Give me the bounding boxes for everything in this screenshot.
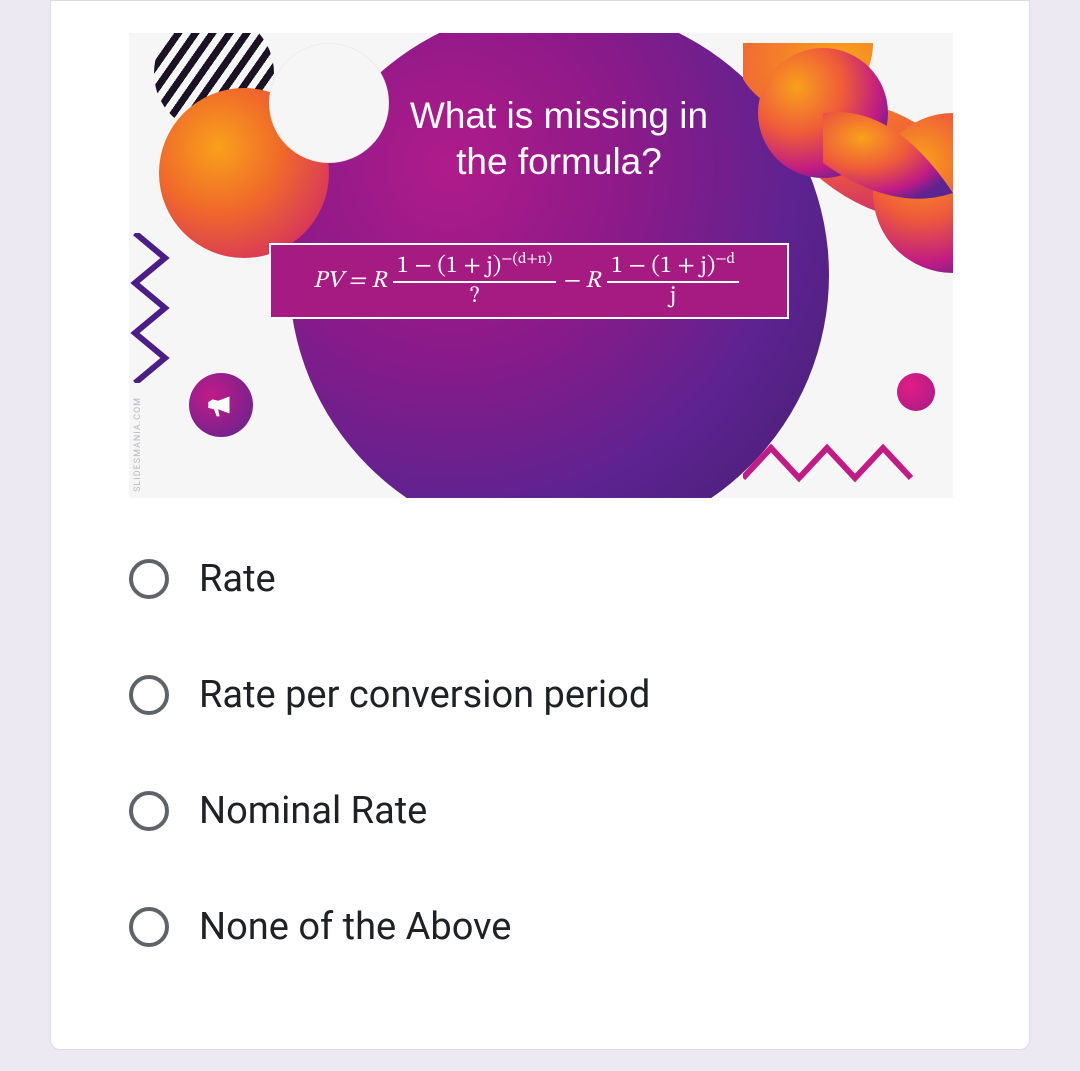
- option-label: None of the Above: [199, 905, 511, 949]
- options-group: Rate Rate per conversion period Nominal …: [129, 521, 953, 985]
- decor-magenta-dot: [897, 373, 935, 411]
- watermark: SLIDESMANIA.COM: [133, 397, 143, 492]
- question-image: What is missing in the formula? PV = R 1…: [129, 33, 953, 498]
- option-none-of-the-above[interactable]: None of the Above: [129, 869, 953, 985]
- formula-lhs: PV = R: [313, 266, 387, 296]
- option-nominal-rate[interactable]: Nominal Rate: [129, 753, 953, 869]
- formula-mid: − R: [562, 266, 601, 296]
- radio-icon: [129, 791, 169, 831]
- option-rate[interactable]: Rate: [129, 521, 953, 637]
- question-card: What is missing in the formula? PV = R 1…: [50, 0, 1030, 1050]
- option-label: Nominal Rate: [199, 789, 427, 833]
- decor-zigzag-right: [743, 438, 913, 488]
- radio-icon: [129, 675, 169, 715]
- option-rate-per-conversion-period[interactable]: Rate per conversion period: [129, 637, 953, 753]
- radio-icon: [129, 907, 169, 947]
- formula-fraction-1: 1 − (1 + j)−(d+n) ?: [393, 251, 556, 310]
- radio-icon: [129, 559, 169, 599]
- decor-zigzag-left: [129, 233, 185, 383]
- formula-fraction-2: 1 − (1 + j)−d j: [607, 251, 739, 310]
- title-line1: What is missing in: [410, 95, 708, 136]
- formula-box: PV = R 1 − (1 + j)−(d+n) ? − R 1 − (1 + …: [269, 243, 789, 319]
- option-label: Rate: [199, 557, 276, 601]
- title-line2: the formula?: [456, 141, 662, 182]
- question-title: What is missing in the formula?: [349, 93, 769, 186]
- option-label: Rate per conversion period: [199, 673, 650, 717]
- megaphone-icon: [189, 373, 253, 437]
